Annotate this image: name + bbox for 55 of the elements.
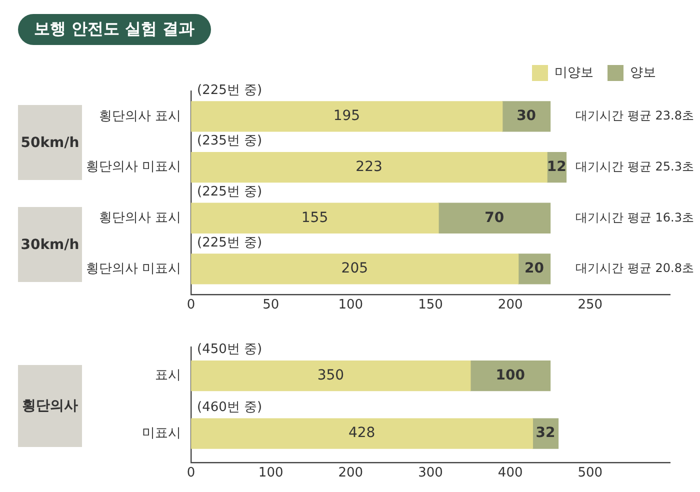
label-box: 횡단의사: [18, 364, 82, 447]
data-label: 100: [496, 367, 526, 384]
data-label: 155: [301, 210, 328, 226]
annotation: (225번 중): [197, 235, 262, 250]
annotation: 대기시간 평균 20.8초: [576, 261, 694, 276]
chart-title: 보행 안전도 실험 결과: [18, 14, 211, 45]
annotation: (460번 중): [197, 400, 262, 415]
x-tick-label: 100: [338, 298, 364, 313]
x-tick-label: 50: [262, 298, 280, 313]
data-label: 12: [546, 158, 566, 175]
bar: [191, 202, 439, 234]
x-tick-label: 0: [186, 298, 196, 313]
data-label: 20: [524, 260, 544, 277]
bar: [438, 202, 551, 234]
data-label: 32: [536, 425, 556, 442]
y-tick-label: 횡단의사 표시: [98, 210, 181, 226]
x-tick-label: 200: [338, 466, 364, 481]
x-tick-label: 0: [186, 466, 196, 481]
bar: [502, 101, 551, 132]
legend-label: 양보: [630, 65, 656, 80]
bar: [191, 418, 534, 449]
bar: [191, 101, 503, 132]
x-tick-label: 500: [578, 466, 603, 481]
data-label: 70: [484, 210, 504, 226]
annotation: (450번 중): [197, 342, 262, 358]
y-tick-label: 횡단의사 미표시: [86, 160, 181, 175]
annotation: 대기시간 평균 25.3초: [576, 159, 694, 174]
data-label: 350: [317, 367, 344, 384]
label-box: 30km/h: [18, 207, 82, 282]
data-label: 205: [341, 260, 368, 277]
label-box: 50km/h: [18, 105, 82, 180]
legend-label: 미양보: [554, 65, 594, 80]
annotation: (235번 중): [197, 134, 262, 149]
y-tick-label: 횡단의사 미표시: [86, 261, 181, 276]
annotation: 대기시간 평균 16.3초: [576, 210, 694, 224]
data-label: 428: [348, 425, 376, 442]
y-tick-label: 표시: [155, 368, 181, 384]
y-tick-label: 횡단의사 표시: [98, 108, 181, 124]
x-tick-label: 300: [418, 466, 443, 481]
bar: [191, 360, 471, 392]
annotation: 대기시간 평균 23.8초: [576, 108, 694, 123]
x-tick-label: 400: [498, 466, 523, 481]
bar: [470, 360, 551, 392]
bar: [191, 152, 548, 183]
x-tick-label: 150: [418, 298, 443, 313]
data-label: 195: [333, 108, 360, 124]
annotation: (225번 중): [197, 184, 262, 200]
annotation: (225번 중): [197, 82, 262, 98]
x-tick-label: 100: [258, 466, 284, 481]
data-label: 223: [356, 158, 382, 175]
x-tick-label: 250: [578, 298, 603, 313]
y-tick-label: 미표시: [142, 426, 181, 441]
data-label: 30: [516, 108, 536, 124]
x-tick-label: 200: [498, 298, 523, 313]
bar: [191, 254, 519, 284]
